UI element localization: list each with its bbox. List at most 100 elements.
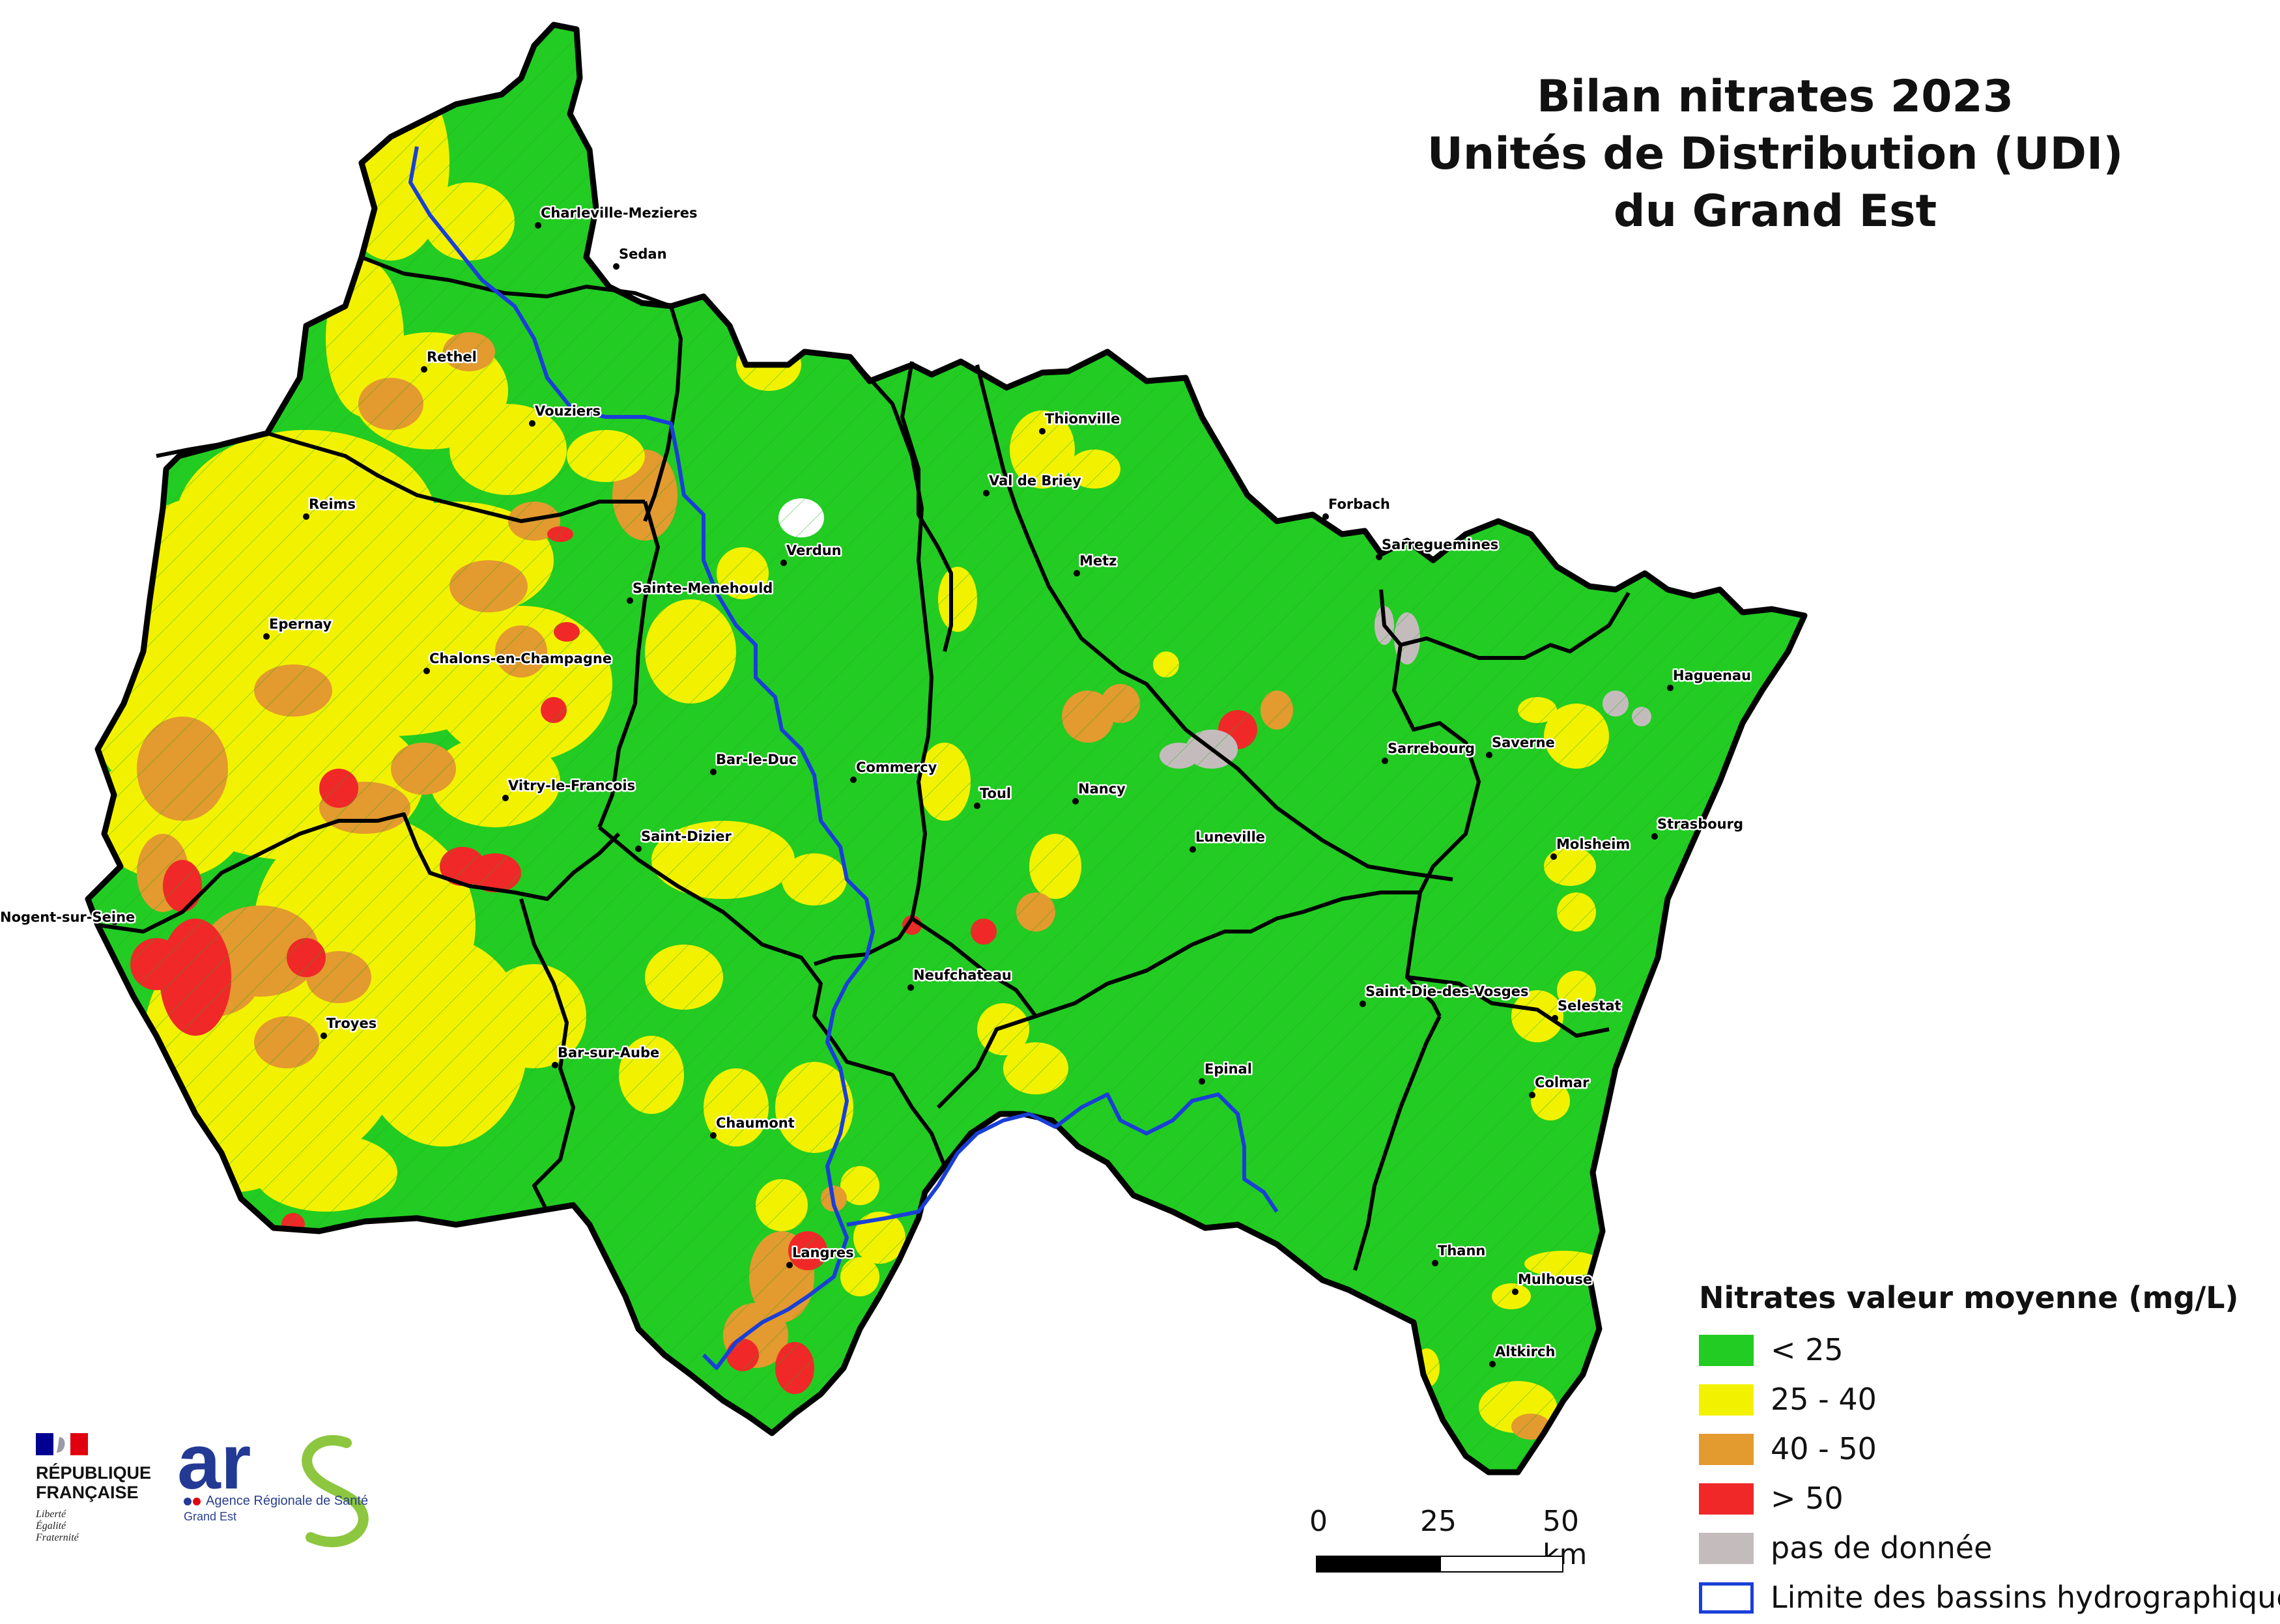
city-dot <box>710 1132 717 1139</box>
city-label: Vitry-le-Francois <box>508 778 635 793</box>
city-label: Thionville <box>1045 411 1120 427</box>
legend-swatch <box>1699 1384 1754 1416</box>
city-label: Troyes <box>326 1016 377 1031</box>
ars-region: Grand Est <box>184 1510 237 1523</box>
city-dot <box>850 776 857 783</box>
city-label: Reims <box>309 496 356 512</box>
city-label: Metz <box>1079 553 1117 569</box>
city-marker: Chaumont <box>710 1114 796 1139</box>
city-dot <box>613 263 620 270</box>
city-dot <box>1072 798 1079 805</box>
city-marker: Neufchateau <box>907 966 1013 991</box>
city-label: Neufchateau <box>913 967 1012 983</box>
city-dot <box>421 366 427 373</box>
city-marker: Nogent-sur-Seine <box>0 908 137 927</box>
city-dot <box>1322 513 1329 520</box>
city-marker: Sainte-Menehould <box>627 579 775 604</box>
legend-item: 40 - 50 <box>1699 1426 2272 1475</box>
legend-label: > 50 <box>1771 1481 1844 1516</box>
city-dot <box>1190 846 1196 853</box>
city-dot <box>1651 833 1658 840</box>
city-marker: Verdun <box>780 541 843 566</box>
city-marker: Sarreguemines <box>1376 535 1500 560</box>
city-dot <box>303 513 309 520</box>
city-marker: Thann <box>1432 1242 1487 1266</box>
ars-wordmark-ar: ar <box>177 1423 251 1505</box>
city-label: Thann <box>1438 1243 1485 1259</box>
city-dot <box>1199 1078 1205 1085</box>
legend-swatch <box>1699 1434 1754 1465</box>
city-dot <box>552 1062 558 1068</box>
city-dot <box>1382 758 1388 764</box>
city-marker: Epinal <box>1199 1060 1253 1085</box>
city-dot <box>1512 1289 1518 1295</box>
city-dot <box>1667 685 1674 691</box>
city-dot <box>1486 752 1492 758</box>
city-dot <box>1489 1361 1496 1367</box>
city-label: Selestat <box>1558 998 1621 1014</box>
city-marker: Selestat <box>1552 997 1623 1021</box>
city-marker: Sarrebourg <box>1382 739 1477 764</box>
city-dot <box>502 795 509 801</box>
rf-motto-3: Fraternité <box>36 1532 79 1543</box>
city-marker: Commercy <box>850 758 939 783</box>
scale-label-50: 50 km <box>1543 1505 1588 1571</box>
city-label: Luneville <box>1195 829 1265 845</box>
city-label: Nogent-sur-Seine <box>0 909 135 925</box>
city-marker: Chalons-en-Champagne <box>423 649 614 674</box>
city-label: Val de Briey <box>989 473 1081 489</box>
legend-label: < 25 <box>1771 1332 1844 1367</box>
city-marker: Haguenau <box>1667 666 1753 691</box>
city-dot <box>627 597 633 604</box>
legend-label: 40 - 50 <box>1771 1431 1877 1466</box>
city-marker: Nancy <box>1072 780 1128 805</box>
legend-swatch <box>1699 1335 1754 1366</box>
rf-motto-1: Liberté <box>36 1509 66 1520</box>
city-label: Epinal <box>1204 1061 1252 1077</box>
city-dot <box>786 1262 793 1268</box>
city-dot <box>529 420 535 427</box>
city-label: Chalons-en-Champagne <box>429 651 612 666</box>
city-dot <box>111 919 118 925</box>
city-dot <box>1360 1001 1366 1007</box>
legend-swatch <box>1699 1582 1754 1614</box>
city-dot <box>535 222 541 229</box>
city-dot <box>1529 1092 1535 1098</box>
city-label: Chaumont <box>716 1115 795 1131</box>
legend-item: pas de donnée <box>1699 1525 2272 1574</box>
watershed-boundary <box>408 146 1279 1370</box>
city-label: Sedan <box>619 246 667 262</box>
department-boundaries <box>97 255 1631 1271</box>
city-label: Toul <box>980 786 1011 801</box>
ars-logo: ar Agence Régionale de Santé Grand Est <box>177 1423 392 1554</box>
city-label: Saint-Die-des-Vosges <box>1365 984 1529 999</box>
city-dot <box>780 560 787 566</box>
city-label: Forbach <box>1328 496 1390 512</box>
city-dot <box>1376 554 1382 560</box>
legend-item: 25 - 40 <box>1699 1376 2272 1426</box>
city-label: Strasbourg <box>1657 816 1743 832</box>
city-marker: Vitry-le-Francois <box>502 776 637 801</box>
city-marker: Metz <box>1074 552 1119 577</box>
city-marker: Val de Briey <box>983 472 1083 496</box>
city-label: Mulhouse <box>1518 1272 1592 1287</box>
city-label: Verdun <box>786 543 842 558</box>
city-label: Sarrebourg <box>1388 741 1475 756</box>
city-dot <box>1074 570 1080 577</box>
legend-item: < 25 <box>1699 1327 2272 1376</box>
city-marker: Saint-Dizier <box>635 827 734 852</box>
city-marker: Bar-le-Duc <box>710 750 799 775</box>
title-line-1: Bilan nitrates 2023 <box>1536 71 2014 122</box>
city-marker: Colmar <box>1529 1074 1591 1098</box>
city-label: Vouziers <box>535 403 601 419</box>
city-label: Bar-le-Duc <box>716 752 797 767</box>
city-marker: Rethel <box>421 348 478 373</box>
scale-segment-light <box>1440 1556 1563 1573</box>
legend-swatch <box>1699 1483 1754 1515</box>
city-label: Commercy <box>856 760 937 775</box>
scale-segment-dark <box>1316 1556 1442 1573</box>
city-label: Saint-Dizier <box>641 829 732 844</box>
legend-title: Nitrates valeur moyenne (mg/L) <box>1699 1280 2239 1315</box>
ars-s-swoosh <box>302 1435 369 1548</box>
